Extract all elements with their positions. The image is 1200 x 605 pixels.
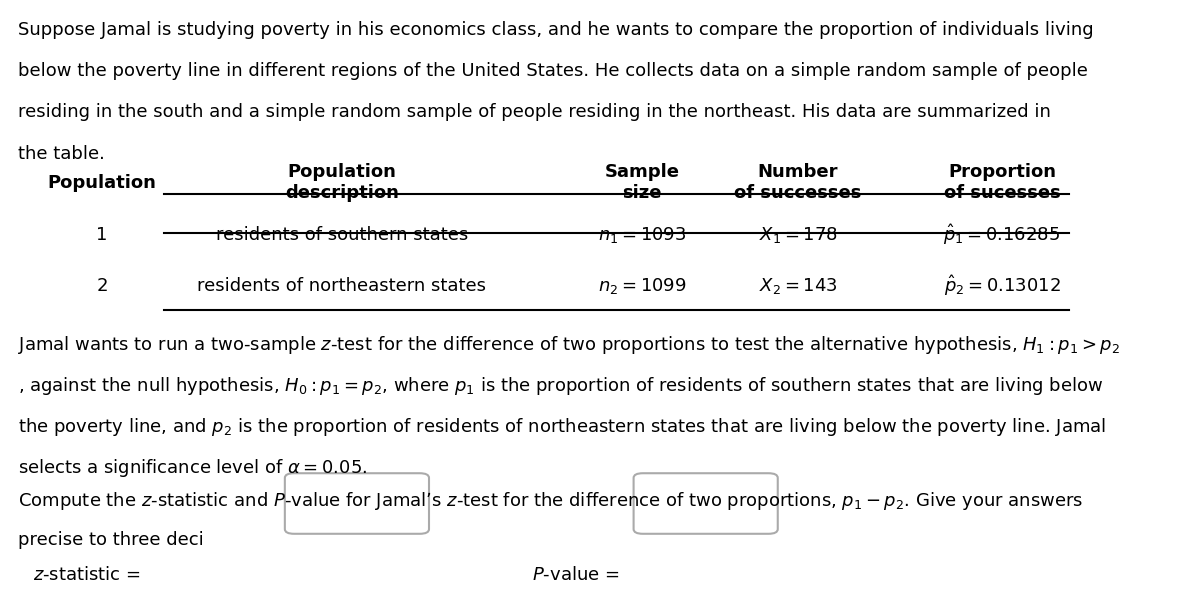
Text: residing in the south and a simple random sample of people residing in the north: residing in the south and a simple rando… xyxy=(18,103,1051,122)
Text: precise to three deci: precise to three deci xyxy=(18,531,204,549)
Text: $n_2 = 1099$: $n_2 = 1099$ xyxy=(598,275,686,296)
Text: the table.: the table. xyxy=(18,145,104,163)
Text: selects a significance level of $\alpha = 0.05$.: selects a significance level of $\alpha … xyxy=(18,457,367,479)
Text: $\hat{p}_1 = 0.16285$: $\hat{p}_1 = 0.16285$ xyxy=(943,223,1061,247)
Text: residents of southern states: residents of southern states xyxy=(216,226,468,244)
Text: Number
of successes: Number of successes xyxy=(734,163,862,202)
Text: Suppose Jamal is studying poverty in his economics class, and he wants to compar: Suppose Jamal is studying poverty in his… xyxy=(18,21,1093,39)
Text: 2: 2 xyxy=(96,276,108,295)
Text: 1: 1 xyxy=(96,226,108,244)
Text: $X_2 = 143$: $X_2 = 143$ xyxy=(758,275,838,296)
Text: Compute the $z$-statistic and $P$-value for Jamal’s $z$-test for the difference : Compute the $z$-statistic and $P$-value … xyxy=(18,490,1084,512)
Text: Population: Population xyxy=(48,174,156,192)
Text: $\hat{p}_2 = 0.13012$: $\hat{p}_2 = 0.13012$ xyxy=(943,273,1061,298)
Text: $z$-statistic =: $z$-statistic = xyxy=(32,566,140,584)
Text: , against the null hypothesis, $H_0: p_1 = p_2$, where $p_1$ is the proportion o: , against the null hypothesis, $H_0: p_1… xyxy=(18,375,1103,397)
Text: $P$-value =: $P$-value = xyxy=(533,566,619,584)
Text: the poverty line, and $p_2$ is the proportion of residents of northeastern state: the poverty line, and $p_2$ is the propo… xyxy=(18,416,1106,438)
FancyBboxPatch shape xyxy=(634,473,778,534)
Text: $X_1 = 178$: $X_1 = 178$ xyxy=(758,224,838,245)
Text: Sample
size: Sample size xyxy=(605,163,679,202)
FancyBboxPatch shape xyxy=(284,473,430,534)
Text: residents of northeastern states: residents of northeastern states xyxy=(198,276,486,295)
Text: below the poverty line in different regions of the United States. He collects da: below the poverty line in different regi… xyxy=(18,62,1088,80)
Text: Proportion
of sucesses: Proportion of sucesses xyxy=(943,163,1061,202)
Text: Population
description: Population description xyxy=(286,163,398,202)
Text: Jamal wants to run a two-sample $z$-test for the difference of two proportions t: Jamal wants to run a two-sample $z$-test… xyxy=(18,334,1120,356)
Text: $n_1 = 1093$: $n_1 = 1093$ xyxy=(598,224,686,245)
